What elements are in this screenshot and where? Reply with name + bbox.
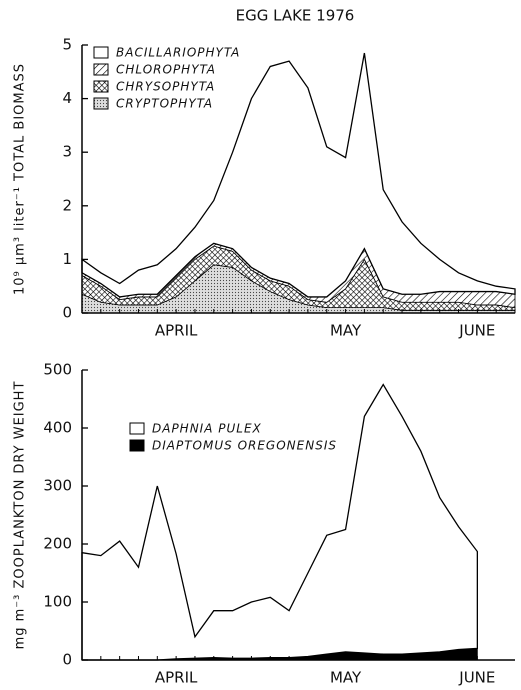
legend-label: DAPHNIA PULEX: [152, 422, 262, 436]
area-band: [81, 52, 516, 298]
chart-title: EGG LAKE 1976: [236, 7, 355, 25]
y-tick-label: 200: [43, 535, 72, 553]
legend-label: CRYPTOPHYTA: [116, 97, 213, 111]
y-tick-label: 3: [62, 143, 72, 161]
area-band: [81, 383, 478, 661]
y-tick-label: 0: [62, 651, 72, 669]
legend-swatch: [93, 63, 109, 76]
legend-swatch: [93, 97, 109, 110]
x-tick-label: APRIL: [155, 669, 198, 687]
legend-label: CHRYSOPHYTA: [116, 80, 215, 94]
x-tick-label: APRIL: [155, 322, 198, 340]
legend-swatch: [93, 46, 109, 59]
y-tick-label: 400: [43, 419, 72, 437]
y-tick-label: 2: [62, 196, 72, 214]
legend-swatch: [129, 439, 145, 452]
legend-swatch: [129, 422, 145, 435]
x-tick-label: JUNE: [458, 669, 495, 687]
y-axis-label: 10⁹ μm³ liter⁻¹ TOTAL BIOMASS: [13, 63, 28, 295]
y-tick-label: 1: [62, 250, 72, 268]
legend-label: BACILLARIOPHYTA: [116, 46, 240, 60]
legend-swatch: [93, 80, 109, 93]
y-tick-label: 500: [43, 361, 72, 379]
x-tick-label: MAY: [330, 322, 362, 340]
y-tick-label: 4: [62, 89, 72, 107]
legend-label: DIAPTOMUS OREGONENSIS: [152, 439, 337, 453]
x-tick-label: MAY: [330, 669, 362, 687]
y-tick-label: 300: [43, 477, 72, 495]
y-tick-label: 100: [43, 593, 72, 611]
y-axis-label: mg m⁻³ ZOOPLANKTON DRY WEIGHT: [13, 381, 28, 650]
y-tick-label: 5: [62, 36, 72, 54]
legend-label: CHLOROPHYTA: [116, 63, 216, 77]
y-tick-label: 0: [62, 304, 72, 322]
x-tick-label: JUNE: [458, 322, 495, 340]
